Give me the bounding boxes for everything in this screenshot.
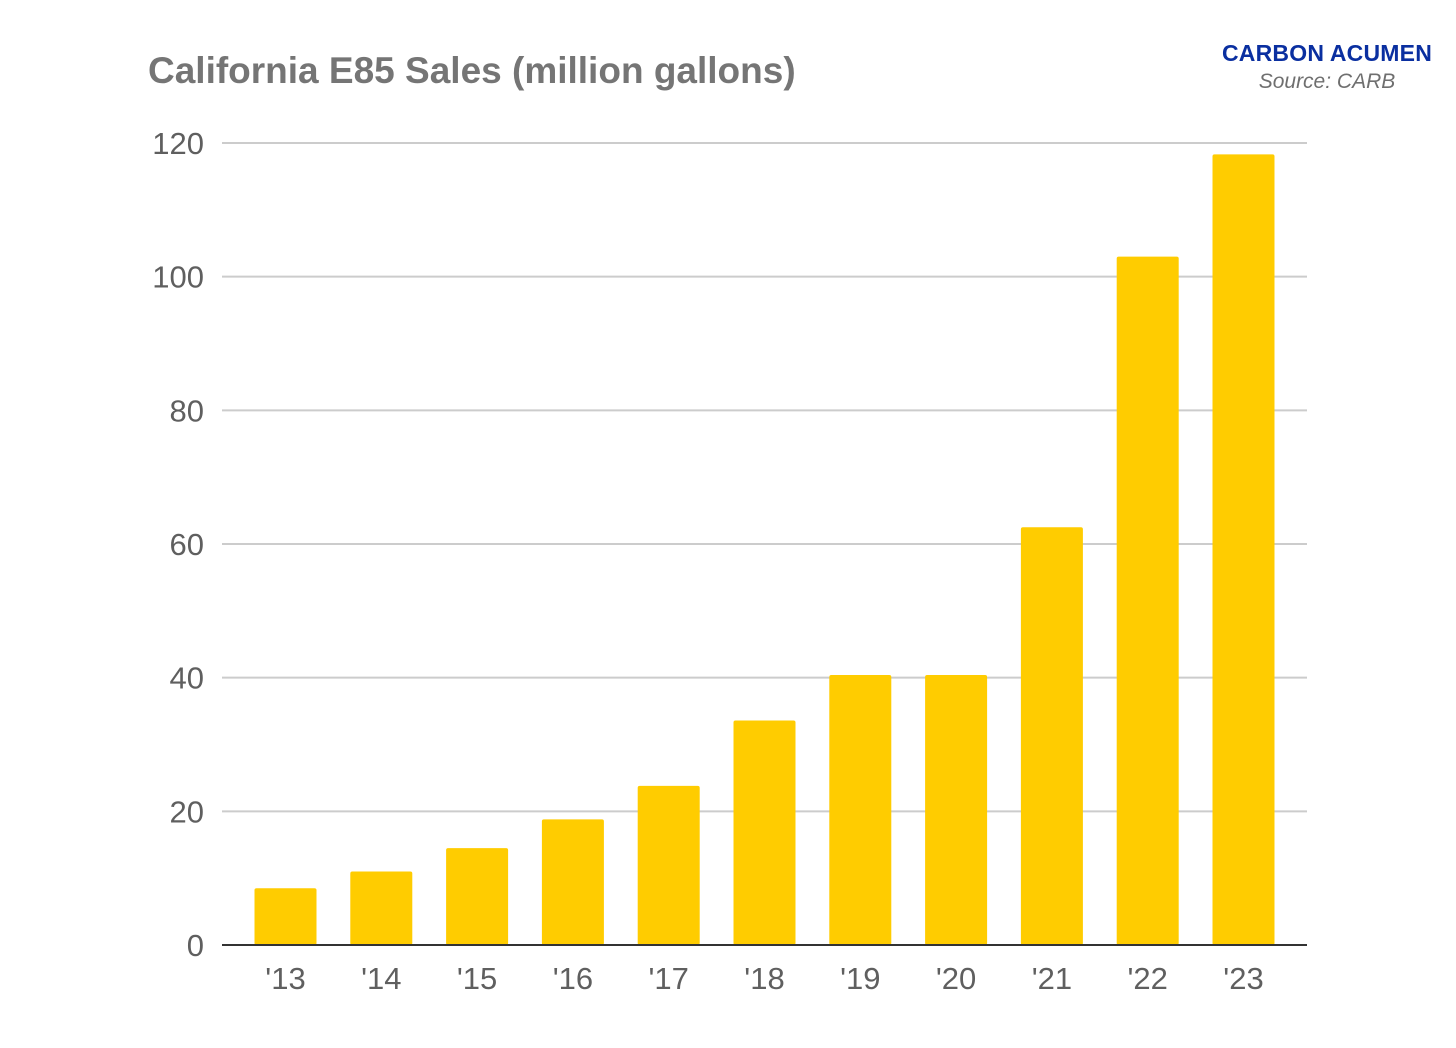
x-tick-label: '22 (1127, 961, 1167, 996)
bar-10 (1212, 154, 1275, 945)
x-tick-label: '21 (1032, 961, 1072, 996)
bar-3 (541, 819, 604, 945)
x-axis-ticks: '13 '14 '15 '16 '17 '18 '19 '20 '21 '22 '23 (265, 961, 1263, 996)
y-tick-label: 100 (152, 260, 204, 295)
x-tick-label: '20 (936, 961, 976, 996)
brand-block: CARBON ACUMEN Source: CARB (1222, 40, 1432, 94)
y-axis-ticks: 0 20 40 60 80 100 120 (152, 126, 204, 963)
y-tick-label: 60 (170, 527, 204, 562)
bars (254, 154, 1275, 945)
x-tick-label: '17 (648, 961, 688, 996)
x-tick-label: '15 (457, 961, 497, 996)
x-tick-label: '16 (553, 961, 593, 996)
bar-1 (350, 871, 413, 945)
y-tick-label: 80 (170, 393, 204, 428)
source-note: Source: CARB (1258, 70, 1396, 93)
x-tick-label: '13 (265, 961, 305, 996)
y-tick-label: 120 (152, 126, 204, 161)
y-tick-label: 40 (170, 661, 204, 696)
bar-4 (637, 785, 700, 945)
y-tick-label: 0 (187, 928, 204, 963)
bar-7 (925, 674, 988, 945)
y-tick-label: 20 (170, 794, 204, 829)
brand-logo-text: CARBON ACUMEN (1221, 40, 1432, 66)
x-tick-label: '19 (840, 961, 880, 996)
bar-8 (1020, 527, 1083, 945)
x-tick-label: '14 (361, 961, 401, 996)
bar-9 (1116, 256, 1179, 945)
x-tick-label: '18 (744, 961, 784, 996)
chart-title: California E85 Sales (million gallons) (148, 50, 796, 91)
bar-0 (254, 888, 317, 945)
bar-5 (733, 720, 796, 945)
bar-6 (829, 674, 892, 945)
bar-2 (446, 848, 509, 945)
x-tick-label: '23 (1223, 961, 1263, 996)
